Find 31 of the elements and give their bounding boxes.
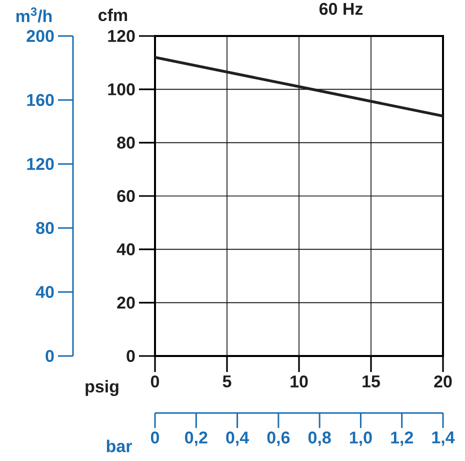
y2-tick-label: 120 <box>27 158 54 170</box>
y-tick-label: 80 <box>117 136 135 149</box>
x2-tick-label: 0,8 <box>308 432 331 446</box>
chart-title: 60 Hz <box>319 2 363 15</box>
x2-axis-title: bar <box>106 440 132 452</box>
y-tick-label: 100 <box>108 83 135 96</box>
x2-tick-label: 0,4 <box>226 432 250 446</box>
y2-tick-label: 0 <box>46 350 54 362</box>
y-tick-label: 20 <box>117 296 135 309</box>
x-axis-title: psig <box>86 380 118 396</box>
y-tick-label: 40 <box>116 243 135 256</box>
x2-tick-label: 0 <box>150 432 160 444</box>
x2-tick-label: 1,4 <box>432 432 455 446</box>
x-tick-label: 0 <box>150 376 160 388</box>
x2-tick-label: 1,2 <box>391 432 414 446</box>
y-axis-title: cfm <box>98 8 128 22</box>
y2-tick-label: 160 <box>27 94 54 106</box>
x2-tick-label: 1,0 <box>350 432 372 446</box>
y2-tick-label: 80 <box>36 222 54 234</box>
x-tick-label: 10 <box>290 376 308 388</box>
x2-tick-label: 0,6 <box>267 432 290 446</box>
y-tick-label: 0 <box>126 350 135 362</box>
y2-tick-label: 40 <box>36 286 54 298</box>
y2-tick-label: 200 <box>26 30 54 42</box>
x-tick-label: 20 <box>434 376 452 388</box>
x-tick-label: 15 <box>362 376 380 388</box>
y2-axis-title: m$^{3}$/h <box>16 7 52 22</box>
y-tick-label: 120 <box>108 30 135 42</box>
x2-tick-label: 0,2 <box>185 432 208 446</box>
y-tick-label: 60 <box>117 190 135 202</box>
x-tick-label: 5 <box>222 376 232 388</box>
